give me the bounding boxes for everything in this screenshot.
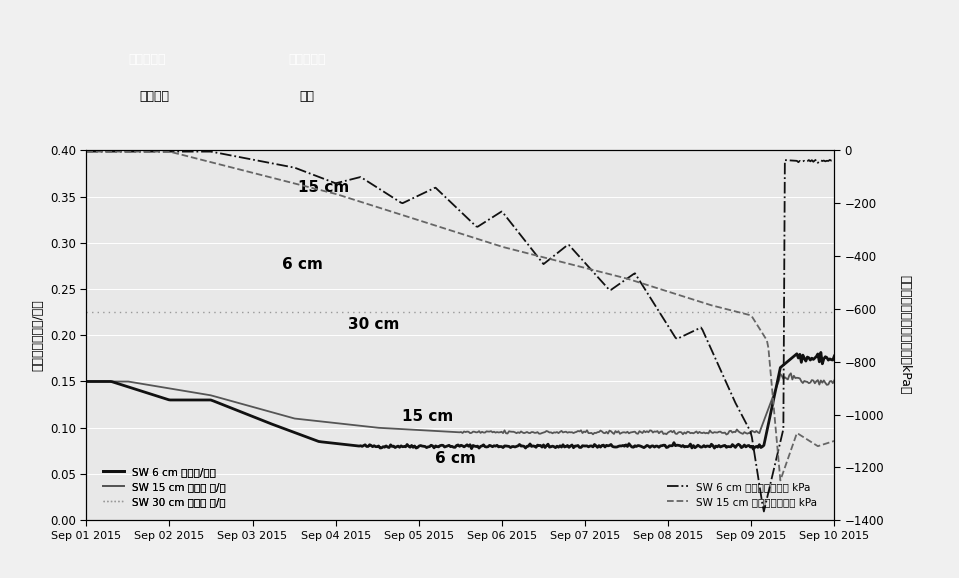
Text: 芝草: 芝草 [299, 90, 315, 103]
Y-axis label: 土壌水分量（㎥/㎥）: 土壌水分量（㎥/㎥） [32, 299, 44, 371]
Y-axis label: マトリックポテンシャル（kPa）: マトリックポテンシャル（kPa） [899, 276, 911, 395]
Text: 15 cm: 15 cm [402, 409, 454, 424]
Text: 作物の種類: 作物の種類 [289, 53, 326, 66]
Legend: SW 6 cm 水ポテンシャル kPa, SW 15 cm 水ポテンシャル kPa: SW 6 cm 水ポテンシャル kPa, SW 15 cm 水ポテンシャル kP… [663, 478, 822, 512]
Text: 15 cm: 15 cm [298, 180, 349, 195]
Text: 6 cm: 6 cm [435, 451, 477, 466]
Text: 土壌の種類: 土壌の種類 [129, 53, 166, 66]
Text: 壌質砂土: 壌質砂土 [139, 90, 169, 103]
Legend: SW 6 cm 水分㎥/㎥。, SW 15 cm 水分量 ㎥/㎥, SW 30 cm 水分量 ㎥/㎥: SW 6 cm 水分㎥/㎥。, SW 15 cm 水分量 ㎥/㎥, SW 30 … [99, 462, 230, 512]
Text: 6 cm: 6 cm [282, 257, 322, 272]
Text: 30 cm: 30 cm [348, 317, 400, 332]
